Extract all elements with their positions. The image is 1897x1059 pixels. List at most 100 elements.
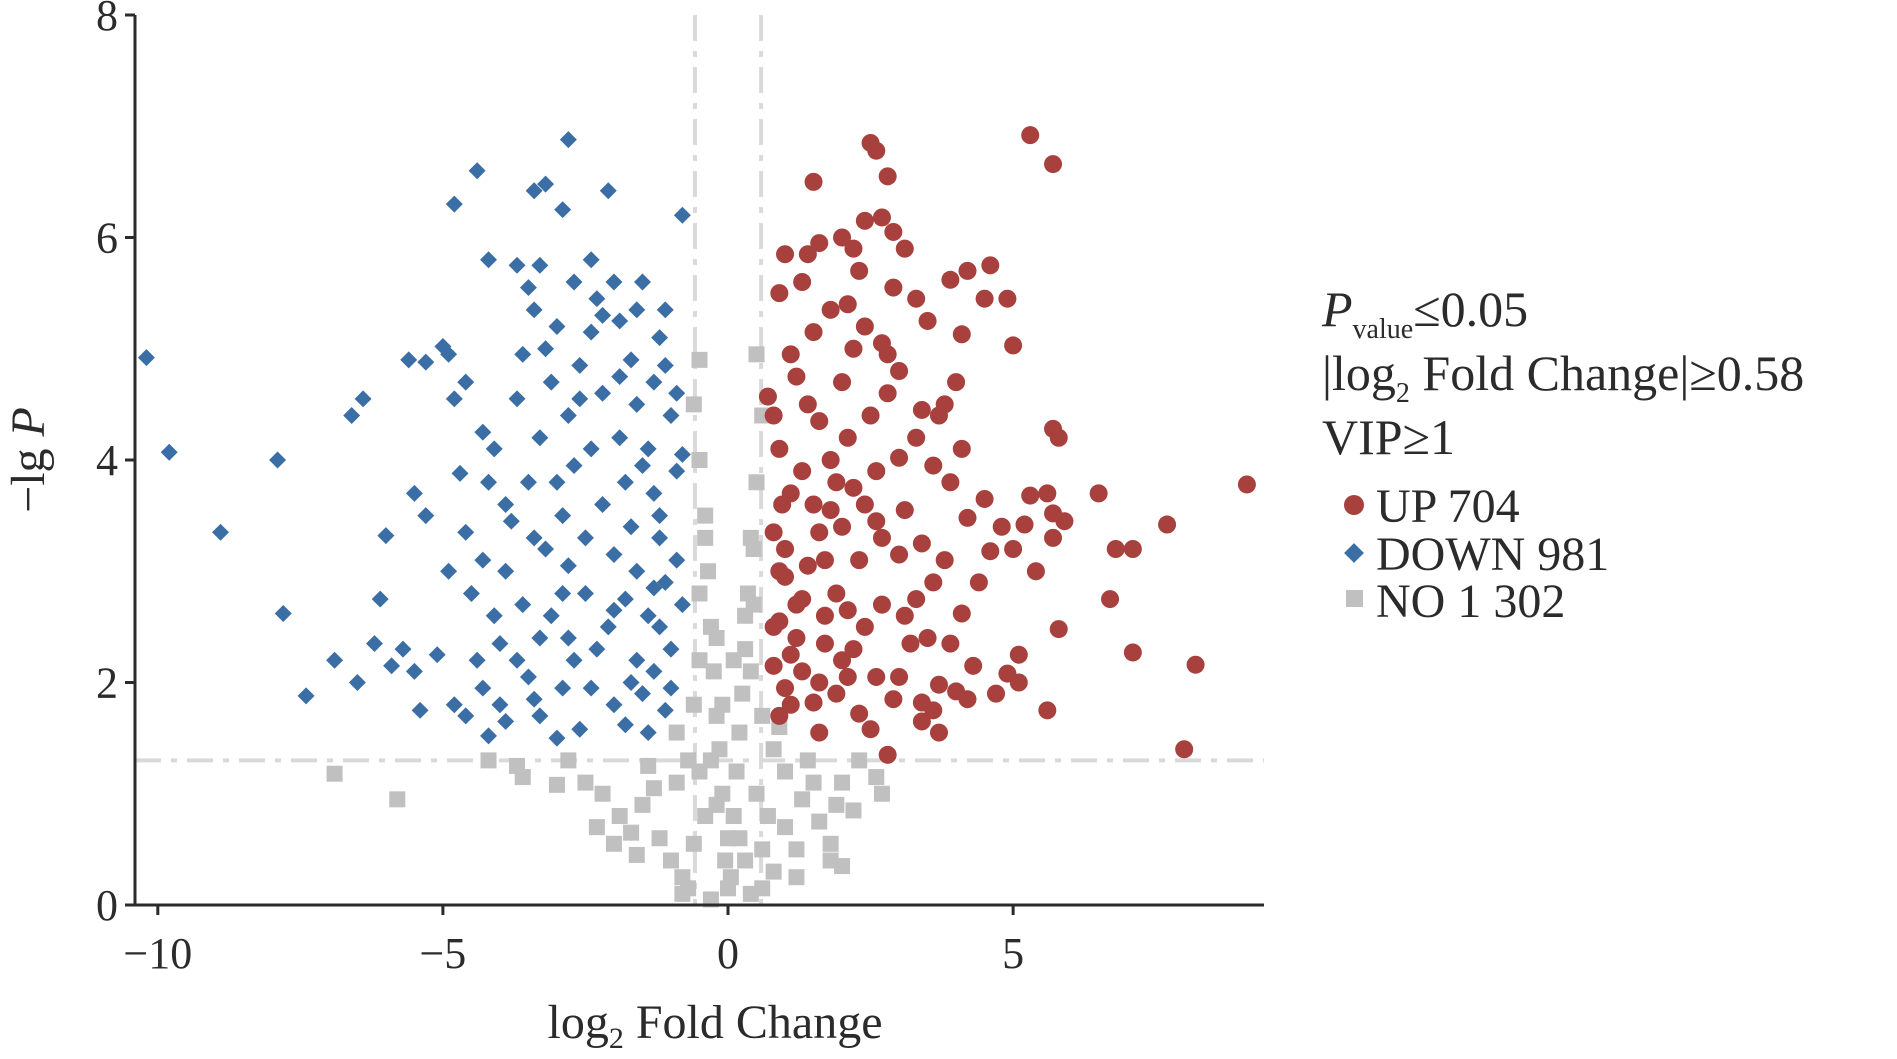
point-no	[611, 808, 628, 824]
point-down	[668, 384, 686, 402]
point-up	[1123, 643, 1142, 662]
point-up	[1015, 515, 1034, 534]
point-down	[651, 507, 669, 525]
point-up	[1237, 475, 1256, 494]
point-up	[764, 656, 783, 675]
point-down	[651, 618, 669, 636]
point-up	[884, 690, 903, 709]
y-axis-label: −lg P	[2, 407, 55, 513]
point-up	[878, 345, 897, 364]
point-down	[554, 201, 572, 219]
point-up	[878, 384, 897, 403]
point-no	[822, 835, 839, 852]
point-up	[787, 629, 806, 647]
point-no	[480, 752, 497, 769]
point-up	[952, 439, 971, 458]
point-down	[480, 251, 498, 269]
series-up-points	[758, 126, 1256, 764]
point-up	[793, 462, 812, 481]
point-down	[531, 429, 549, 447]
point-no	[822, 852, 839, 869]
point-down	[537, 540, 555, 558]
point-up	[855, 617, 874, 636]
point-down	[548, 318, 566, 335]
point-no	[725, 808, 742, 824]
point-down	[514, 345, 532, 363]
point-up	[770, 706, 789, 725]
point-no	[811, 813, 828, 830]
point-down	[645, 579, 663, 597]
point-up	[952, 604, 971, 623]
point-up	[912, 712, 931, 731]
point-up	[998, 664, 1017, 683]
point-up	[1101, 590, 1120, 609]
point-up	[1004, 336, 1023, 355]
point-down	[480, 727, 498, 745]
point-down	[137, 349, 155, 367]
point-down	[594, 306, 612, 324]
point-down	[377, 527, 395, 545]
point-down	[508, 390, 526, 408]
point-up	[907, 428, 926, 447]
point-down	[417, 353, 435, 371]
y-tick-label: 2	[96, 659, 118, 708]
point-down	[662, 407, 680, 424]
point-up	[861, 720, 880, 739]
point-down	[645, 484, 663, 502]
point-up	[884, 222, 903, 241]
point-up	[924, 701, 943, 720]
point-up	[770, 562, 789, 581]
point-no	[748, 474, 765, 491]
point-down	[633, 457, 651, 475]
point-down	[519, 473, 537, 491]
point-no	[725, 652, 742, 669]
point-down	[645, 662, 663, 680]
point-up	[773, 495, 792, 514]
point-no	[651, 830, 668, 847]
point-down	[428, 646, 446, 664]
point-no	[708, 796, 725, 813]
point-up	[890, 362, 909, 380]
point-down	[371, 590, 389, 608]
point-down	[559, 131, 577, 149]
point-up	[884, 278, 903, 297]
point-no	[788, 841, 805, 858]
legend-no-marker	[1346, 590, 1363, 607]
point-no	[734, 685, 751, 702]
point-up	[969, 573, 988, 592]
point-no	[691, 452, 708, 468]
point-up	[901, 634, 920, 653]
point-down	[440, 345, 458, 363]
point-no	[691, 585, 708, 602]
legend-no-label: NO 1 302	[1376, 575, 1565, 628]
point-down	[274, 605, 292, 623]
point-up	[793, 590, 812, 609]
point-down	[531, 256, 549, 274]
point-up	[770, 439, 789, 458]
point-down	[622, 674, 640, 691]
point-down	[559, 407, 577, 424]
point-down	[594, 496, 612, 513]
point-up	[941, 473, 960, 492]
legend-down-marker	[1344, 543, 1364, 563]
point-down	[542, 373, 560, 391]
point-no	[742, 663, 759, 680]
point-up	[810, 523, 829, 542]
x-ticks: −10 −5 0 5	[123, 905, 1024, 978]
point-down	[417, 507, 435, 525]
point-down	[616, 473, 634, 491]
point-no	[708, 630, 725, 646]
point-no	[685, 696, 702, 713]
point-up	[1004, 540, 1023, 558]
legend-up-label: UP 704	[1376, 480, 1520, 533]
point-up	[895, 239, 914, 258]
point-up	[758, 387, 777, 406]
x-tick-label: −5	[419, 929, 466, 978]
point-down	[668, 551, 686, 569]
point-up	[815, 606, 834, 625]
point-up	[787, 367, 806, 386]
point-down	[502, 512, 520, 530]
point-down	[599, 618, 617, 636]
point-no	[548, 776, 565, 793]
point-up	[872, 528, 891, 547]
